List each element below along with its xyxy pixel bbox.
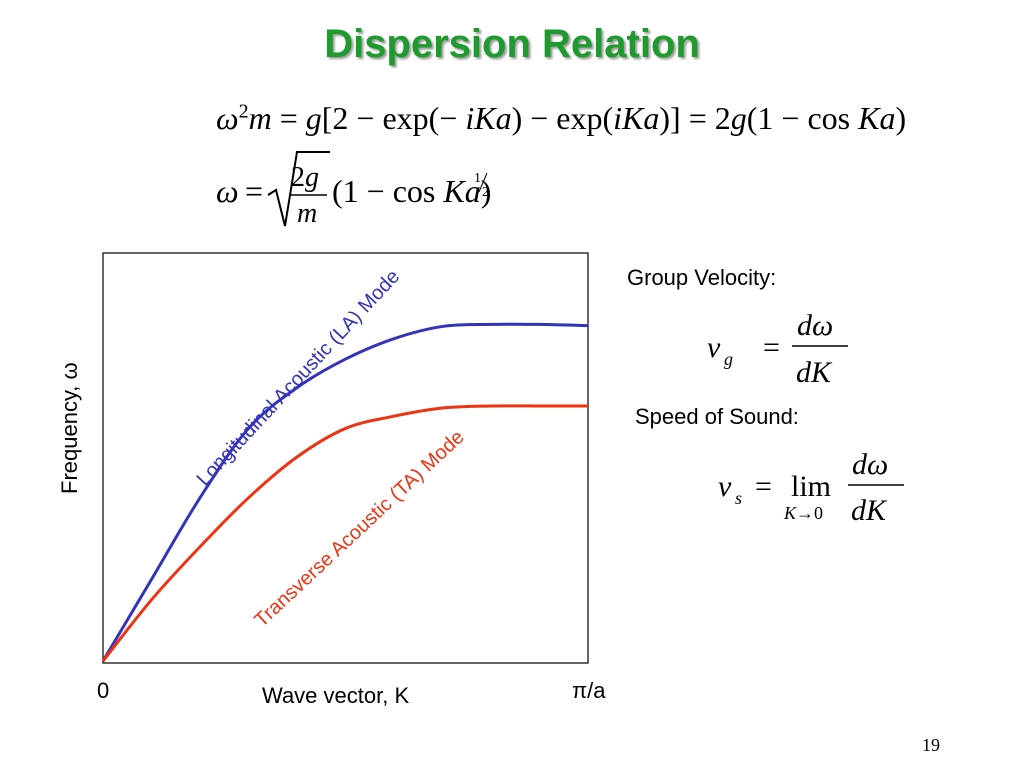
vs-limit-subscript: K→0 <box>783 503 823 523</box>
x-tick-zero: 0 <box>97 678 109 703</box>
numerator-2g: 2g <box>291 162 319 193</box>
x-axis-label: Wave vector, K <box>262 683 409 708</box>
omega-symbol: ω <box>216 173 239 209</box>
vg-equals: = <box>763 331 780 364</box>
dispersion-equation-full: ω2m = g[2 − exp(− iKa) − exp(iKa)] = 2g(… <box>216 100 907 136</box>
exponent-slash <box>478 172 488 193</box>
vg-subscript-g: g <box>724 349 733 369</box>
series-line-1 <box>101 404 588 662</box>
vs-equals: = <box>755 470 772 503</box>
denominator-m: m <box>297 198 317 229</box>
vs-numerator: dω <box>852 448 888 481</box>
chart-lines <box>101 322 589 662</box>
vg-denominator: dK <box>796 356 833 389</box>
ta-mode-label: Transverse Acoustic (TA) Mode <box>250 426 468 632</box>
exponent-half-denominator: 2 <box>482 185 489 200</box>
y-axis-label: Frequency, ω <box>57 362 82 494</box>
equals-sign: = <box>245 173 263 209</box>
series-line-0 <box>101 322 589 662</box>
vg-numerator: dω <box>797 309 833 342</box>
vs-lim: lim <box>791 470 831 503</box>
sqrt-radical <box>267 151 330 227</box>
vg-v: v <box>707 331 721 364</box>
exponent-half: 1 <box>474 171 481 186</box>
paren-expression: (1 − cos Ka) <box>332 173 491 209</box>
page-number: 19 <box>922 735 940 755</box>
vs-subscript-s: s <box>735 488 742 508</box>
slide-title: Dispersion Relation <box>324 22 700 66</box>
group-velocity-label: Group Velocity: <box>627 265 777 290</box>
vs-v: v <box>718 470 732 503</box>
vs-denominator: dK <box>851 494 888 527</box>
chart-frame <box>102 252 589 664</box>
speed-of-sound-label: Speed of Sound: <box>635 404 799 429</box>
x-tick-pi-over-a: π/a <box>572 678 606 703</box>
